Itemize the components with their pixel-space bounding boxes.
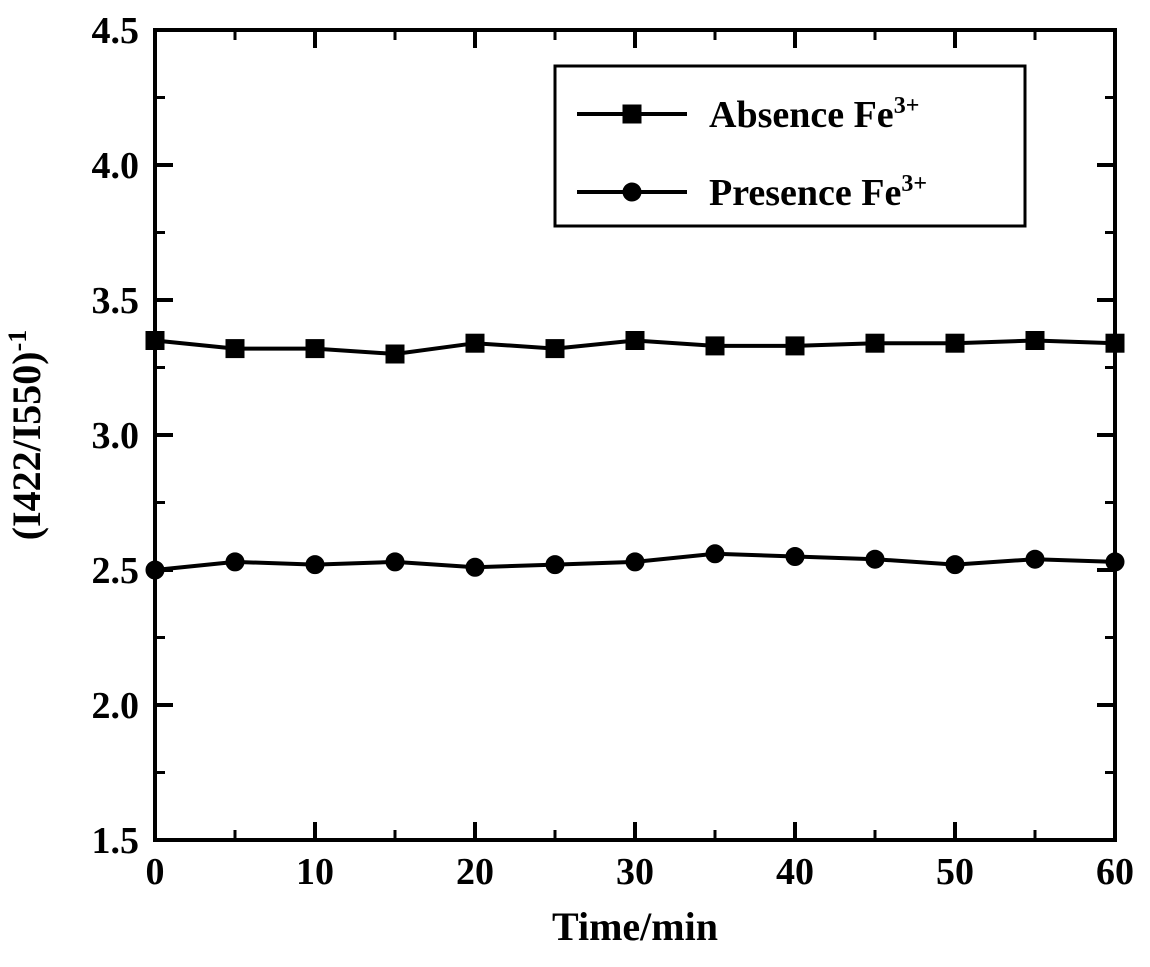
legend-marker-absence: [623, 105, 641, 123]
x-tick-label: 60: [1096, 851, 1134, 893]
marker-presence: [146, 561, 164, 579]
marker-absence: [146, 332, 164, 350]
x-tick-label: 40: [776, 851, 814, 893]
plot-border: [155, 30, 1115, 840]
y-tick-label: 1.5: [92, 820, 140, 862]
x-tick-label: 20: [456, 851, 494, 893]
marker-absence: [946, 334, 964, 352]
y-tick-label: 4.0: [92, 145, 140, 187]
y-tick-label: 2.0: [92, 685, 140, 727]
marker-presence: [866, 550, 884, 568]
marker-presence: [386, 553, 404, 571]
marker-presence: [786, 548, 804, 566]
marker-absence: [386, 345, 404, 363]
marker-absence: [706, 337, 724, 355]
marker-presence: [226, 553, 244, 571]
marker-absence: [1106, 334, 1124, 352]
marker-presence: [626, 553, 644, 571]
marker-presence: [706, 545, 724, 563]
y-tick-label: 4.5: [92, 10, 140, 52]
marker-presence: [946, 556, 964, 574]
y-axis-label: (I422/I550)-1: [3, 330, 49, 541]
x-tick-label: 0: [146, 851, 165, 893]
x-tick-label: 50: [936, 851, 974, 893]
marker-absence: [626, 332, 644, 350]
marker-presence: [306, 556, 324, 574]
marker-presence: [466, 558, 484, 576]
marker-absence: [1026, 332, 1044, 350]
legend-label-absence: Absence Fe3+: [709, 93, 919, 136]
x-tick-label: 30: [616, 851, 654, 893]
chart-container: 0 10 20 30 40 50 60 Time/min 1.5 2.0 2.5 3.0 3.5 4.0 4…: [0, 0, 1150, 967]
svg-text:(I422/I550)-1: (I422/I550)-1: [3, 330, 49, 541]
y-tick-label: 2.5: [92, 550, 140, 592]
marker-presence: [1026, 550, 1044, 568]
marker-absence: [466, 334, 484, 352]
marker-absence: [306, 340, 324, 358]
marker-absence: [866, 334, 884, 352]
legend-marker-presence: [623, 183, 641, 201]
y-tick-label: 3.0: [92, 415, 140, 457]
x-tick-label: 10: [296, 851, 334, 893]
marker-presence: [1106, 553, 1124, 571]
line-chart: 0 10 20 30 40 50 60 Time/min 1.5 2.0 2.5 3.0 3.5 4.0 4…: [0, 0, 1150, 967]
y-tick-label: 3.5: [92, 280, 140, 322]
marker-absence: [546, 340, 564, 358]
marker-presence: [546, 556, 564, 574]
marker-absence: [786, 337, 804, 355]
legend-label-presence: Presence Fe3+: [709, 171, 927, 214]
marker-absence: [226, 340, 244, 358]
x-axis-label: Time/min: [552, 904, 718, 949]
